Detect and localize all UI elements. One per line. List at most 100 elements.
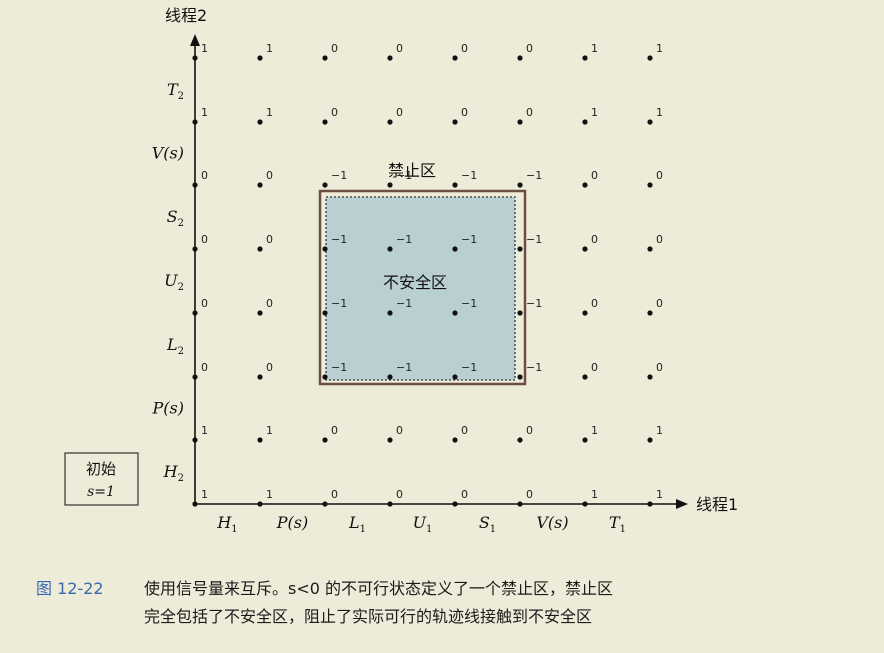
grid-point [322,119,328,125]
grid-point [387,374,393,380]
grid-point [192,501,198,507]
grid-point [452,501,458,507]
grid-point [517,246,523,252]
semaphore-value: 0 [266,361,273,374]
grid-point [647,55,653,61]
unsafe-region-label: 不安全区 [383,273,447,292]
grid-point [517,374,523,380]
semaphore-value: 0 [591,297,598,310]
grid-point [582,119,588,125]
grid-point [257,374,263,380]
y-axis-instruction-label: P(s) [152,399,184,418]
semaphore-value: −1 [331,169,347,182]
grid-point [582,310,588,316]
semaphore-value: 0 [331,42,338,55]
semaphore-value: 1 [266,106,273,119]
x-axis-instruction-label: S1 [479,513,496,535]
y-axis-instruction-label: U2 [164,271,184,293]
semaphore-value: 0 [591,233,598,246]
grid-point [517,501,523,507]
semaphore-value: 0 [526,424,533,437]
semaphore-value: 1 [266,42,273,55]
grid-point [322,55,328,61]
grid-point [452,246,458,252]
grid-point [582,374,588,380]
grid-point [387,55,393,61]
semaphore-value: 1 [656,424,663,437]
grid-point [322,501,328,507]
semaphore-value: 0 [526,42,533,55]
semaphore-value: −1 [396,297,412,310]
semaphore-value: −1 [331,297,347,310]
semaphore-value: −1 [526,297,542,310]
grid-point [452,119,458,125]
grid-point [387,310,393,316]
semaphore-value: 0 [461,42,468,55]
semaphore-value: −1 [461,297,477,310]
grid-point [257,55,263,61]
grid-point [322,310,328,316]
semaphore-value: 0 [656,297,663,310]
x-axis-instruction-label: P(s) [276,513,308,532]
semaphore-value: 1 [266,424,273,437]
semaphore-value: 0 [526,488,533,501]
y-axis-instruction-label: V(s) [152,144,184,163]
grid-point [192,310,198,316]
grid-point [582,182,588,188]
semaphore-value: 0 [396,488,403,501]
y-axis-instruction-label: L2 [166,335,184,357]
semaphore-value: 0 [331,106,338,119]
grid-point [517,182,523,188]
caption-line-2: 完全包括了不安全区，阻止了实际可行的轨迹线接触到不安全区 [144,607,593,626]
semaphore-value: 0 [266,233,273,246]
x-axis-title: 线程1 [696,495,738,514]
initial-state-box [64,452,139,506]
x-axis-instruction-label: H1 [216,513,237,535]
semaphore-value: 0 [331,488,338,501]
grid-point [452,310,458,316]
x-axis-instruction-label: U1 [413,513,433,535]
semaphore-value: 0 [656,361,663,374]
grid-point [517,437,523,443]
semaphore-value: 1 [201,488,208,501]
grid-point [387,437,393,443]
semaphore-value: 0 [396,106,403,119]
grid-point [452,55,458,61]
semaphore-value: −1 [331,233,347,246]
semaphore-value: 0 [266,169,273,182]
grid-point [582,246,588,252]
x-axis-instruction-label: V(s) [536,513,568,532]
semaphore-value: −1 [331,361,347,374]
y-axis-instruction-label: S2 [167,207,184,229]
grid-point [322,437,328,443]
grid-point [322,246,328,252]
semaphore-value: 0 [656,169,663,182]
x-axis-instruction-label: L1 [348,513,366,535]
grid-point [452,182,458,188]
grid-point [257,501,263,507]
grid-point [387,501,393,507]
caption-line-1: 使用信号量来互斥。s<0 的不可行状态定义了一个禁止区，禁止区 [144,579,614,598]
forbidden-region [318,189,527,386]
grid-point [257,310,263,316]
y-axis-instruction-label: H2 [163,462,184,484]
grid-point [257,182,263,188]
semaphore-value: 0 [591,169,598,182]
y-axis-arrow [190,34,200,46]
semaphore-value: 0 [656,233,663,246]
y-axis-instruction-label: T2 [167,80,184,102]
grid-point [192,119,198,125]
semaphore-value: −1 [526,169,542,182]
forbidden-region-label: 禁止区 [388,161,436,180]
grid-point [517,310,523,316]
figure-number: 图 12-22 [36,579,104,598]
semaphore-value: 0 [201,169,208,182]
grid-point [452,437,458,443]
grid-point [192,182,198,188]
grid-point [192,374,198,380]
semaphore-value: −1 [396,169,412,182]
grid-point [257,437,263,443]
x-axis-arrow [676,499,688,509]
grid-point [582,55,588,61]
grid-point [647,310,653,316]
